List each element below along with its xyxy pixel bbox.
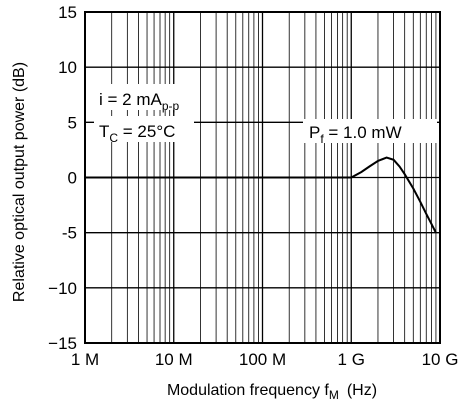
series-line (85, 156, 437, 234)
annotation-power-subscript: f (320, 132, 324, 146)
x-tick-label: 10 M (155, 350, 193, 369)
y-tick-labels: 15 10 5 0 -5 −10 −15 (48, 3, 77, 353)
svg-text:TC = 25°C: TC = 25°C (99, 122, 175, 145)
x-tick-label: 1 M (71, 350, 99, 369)
annotation-power-symbol: P (309, 123, 320, 142)
annotation-current-background (94, 84, 194, 110)
annotation-current-subscript: p-p (162, 99, 180, 113)
annotation-temperature: TC = 25°C (94, 116, 194, 145)
x-axis-label-subscript: M (329, 388, 339, 402)
y-tick-label: 10 (58, 58, 77, 77)
y-axis-label: Relative optical output power (dB) (11, 62, 28, 302)
y-tick-label: 5 (68, 113, 77, 132)
y-tick-label: −10 (48, 279, 77, 298)
svg-text:Pf = 1.0 mW: Pf = 1.0 mW (309, 123, 402, 146)
y-tick-label: 0 (68, 169, 77, 188)
x-axis-label: Modulation frequency fM (Hz) (167, 382, 377, 402)
y-tick-label: -5 (62, 224, 77, 243)
annotation-temperature-background (94, 116, 194, 142)
annotation-power: Pf = 1.0 mW (303, 119, 437, 146)
x-tick-label: 1 G (338, 350, 365, 369)
annotation-temperature-subscript: C (109, 131, 118, 145)
x-axis-label-unit: (Hz) (347, 382, 377, 399)
x-tick-labels: 1 M 10 M 100 M 1 G 10 G (71, 350, 459, 369)
y-tick-label: 15 (58, 3, 77, 22)
annotation-current-text: i = 2 mA (99, 90, 162, 109)
annotation-current: i = 2 mAp-p (94, 84, 194, 113)
x-tick-label: 10 G (422, 350, 459, 369)
x-axis-label-text: Modulation frequency f (167, 382, 329, 399)
y-tick-label: −15 (48, 334, 77, 353)
annotation-temperature-symbol: T (99, 122, 109, 141)
svg-text:i = 2 mAp-p: i = 2 mAp-p (99, 90, 180, 113)
annotation-temperature-value: = 25°C (118, 122, 175, 141)
annotation-power-value: = 1.0 mW (324, 123, 402, 142)
annotation-power-background (303, 119, 437, 143)
x-tick-label: 100 M (239, 350, 286, 369)
